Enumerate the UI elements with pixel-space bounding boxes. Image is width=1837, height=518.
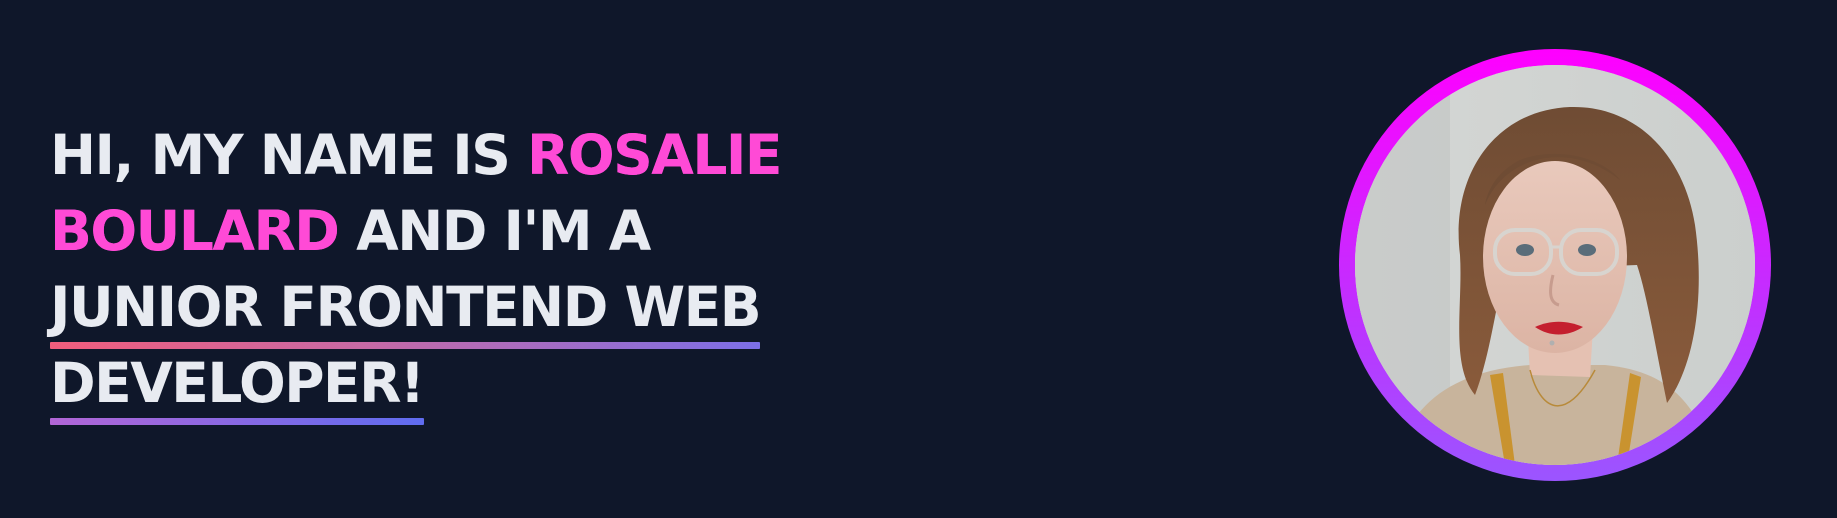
hair-fringe [1485, 153, 1620, 205]
glasses-right-lens [1559, 228, 1619, 276]
portrait-illustration [1355, 65, 1755, 465]
headline-line-4: DEVELOPER! [50, 345, 820, 425]
necklace [1529, 369, 1596, 407]
portrait-photo [1355, 65, 1755, 465]
first-name: ROSALIE [527, 123, 782, 187]
face [1483, 161, 1627, 353]
intro-text: HI, MY NAME IS [50, 123, 511, 187]
last-name: BOULARD [50, 199, 340, 263]
headline-line-3: JUNIOR FRONTEND WEB [50, 269, 820, 349]
role-end-underlined: DEVELOPER! [50, 345, 425, 425]
lip-piercing [1549, 340, 1555, 346]
portrait-ring [1339, 49, 1771, 481]
strap-left [1490, 373, 1515, 465]
lips [1535, 321, 1583, 335]
headline-line-2: BOULARD AND I'M A [50, 193, 820, 269]
nose [1549, 274, 1560, 307]
right-eye [1578, 244, 1596, 256]
glasses-left-lens [1493, 228, 1553, 276]
strap-right [1617, 373, 1641, 465]
role-line-underlined: JUNIOR FRONTEND WEB [50, 269, 762, 349]
headline-line-1: HI, MY NAME IS ROSALIE [50, 117, 820, 193]
hero-headline: HI, MY NAME IS ROSALIE BOULARD AND I'M A… [50, 117, 820, 425]
left-eye [1516, 244, 1534, 256]
after-name-text: AND I'M A [356, 199, 651, 263]
